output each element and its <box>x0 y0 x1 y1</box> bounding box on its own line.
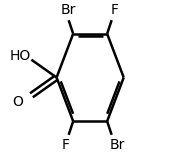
Text: F: F <box>111 3 119 17</box>
Text: Br: Br <box>61 3 76 17</box>
Text: O: O <box>12 95 23 109</box>
Text: F: F <box>62 138 70 152</box>
Text: HO: HO <box>10 49 31 63</box>
Text: Br: Br <box>110 138 125 152</box>
